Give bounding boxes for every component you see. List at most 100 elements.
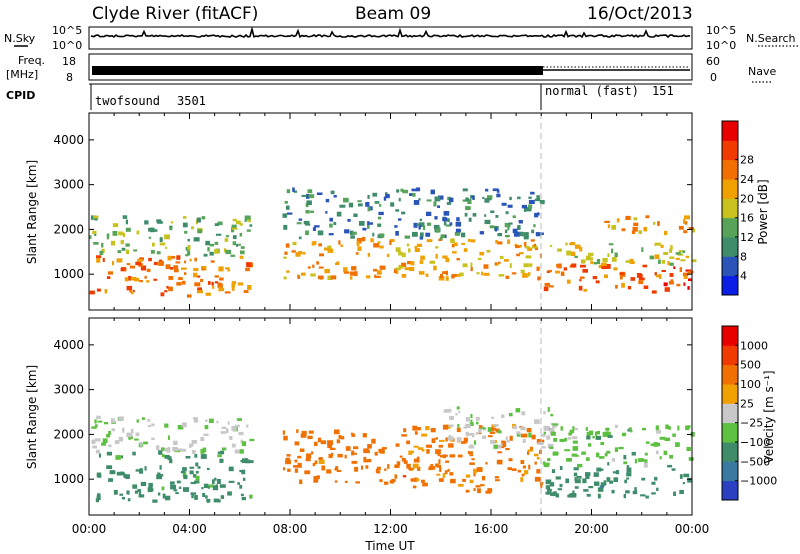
power-cell: [347, 219, 351, 222]
velocity-cell: [125, 474, 130, 479]
velocity-cell: [612, 471, 618, 474]
velocity-cell: [439, 467, 442, 472]
power-cell: [433, 224, 440, 230]
power-cell: [408, 248, 411, 253]
velocity-cell: [106, 465, 113, 469]
velocity-cell: [130, 435, 133, 439]
velocity-cell: [641, 427, 646, 431]
power-cell: [324, 268, 330, 274]
power-cell: [456, 217, 460, 222]
power-cell: [365, 202, 370, 207]
velocity-cell: [387, 464, 390, 469]
power-cell: [305, 203, 309, 208]
velocity-cell: [686, 446, 691, 451]
velocity-cell: [597, 493, 601, 499]
velocity-cell: [438, 444, 443, 448]
velocity-cell: [219, 484, 226, 488]
velocity-cell: [205, 419, 208, 422]
power-cell: [182, 216, 187, 219]
power-cell: [513, 231, 520, 237]
velocity-cell: [195, 470, 199, 474]
velocity-cell: [559, 438, 565, 442]
velocity-cell: [593, 472, 599, 477]
power-cell: [604, 220, 610, 223]
velocity-cell: [528, 464, 531, 470]
power-cell: [295, 252, 301, 257]
velocity-cell: [435, 449, 441, 455]
velocity-cell: [611, 458, 616, 462]
velocity-cell: [106, 434, 111, 438]
velocity-cell: [527, 449, 534, 452]
cpid-segment-1-id: 3501: [177, 94, 206, 108]
power-cell: [232, 218, 237, 222]
velocity-cell: [517, 469, 522, 473]
power-cell: [126, 285, 133, 291]
power-cell: [292, 241, 297, 246]
cpid-segment-1-name: twofsound: [95, 94, 160, 108]
power-cell: [527, 272, 531, 276]
velocity-cell: [108, 478, 113, 482]
power-cell: [444, 234, 447, 238]
power-cell: [406, 243, 410, 247]
power-cell: [422, 225, 426, 230]
power-cell: [282, 213, 288, 218]
power-colorbar-swatch: [722, 256, 738, 277]
velocity-cell: [471, 458, 475, 461]
velocity-cell: [435, 463, 439, 467]
power-cell: [685, 255, 689, 259]
power-cell: [374, 201, 380, 204]
velocity-cell: [501, 440, 505, 446]
power-cell: [367, 252, 371, 257]
power-cell: [379, 245, 384, 249]
power-cell: [372, 232, 375, 237]
power-cell: [411, 188, 418, 192]
power-cell: [548, 269, 552, 273]
power-cell: [536, 195, 540, 200]
velocity-cell: [541, 439, 545, 443]
velocity-cell: [411, 450, 414, 454]
power-cell: [394, 225, 398, 228]
velocity-cell: [634, 458, 638, 464]
power-cell: [193, 272, 198, 278]
power-cell: [414, 246, 418, 249]
velocity-cell: [651, 481, 656, 485]
power-cell: [112, 261, 114, 266]
power-cell: [632, 226, 638, 232]
velocity-cell: [320, 440, 327, 445]
power-cell: [454, 231, 461, 236]
velocity-cell: [553, 438, 558, 442]
velocity-cell: [173, 489, 178, 492]
power-cell: [395, 209, 400, 212]
velocity-cell: [214, 477, 217, 481]
velocity-cell: [495, 479, 500, 482]
cpid-segment-2-name: normal (fast): [545, 84, 639, 98]
power-cell: [605, 264, 611, 269]
velocity-cell: [445, 424, 451, 429]
power-cell: [504, 229, 508, 234]
velocity-cell: [327, 444, 333, 449]
power-cell: [343, 267, 348, 272]
velocity-cell: [625, 490, 630, 494]
power-cell: [401, 211, 406, 215]
power-cell: [497, 261, 501, 264]
velocity-cell: [455, 413, 458, 416]
power-cell: [130, 276, 137, 281]
velocity-cell: [169, 459, 173, 464]
power-cell: [159, 242, 166, 246]
power-colorbar-swatch: [722, 275, 738, 296]
power-cell: [354, 271, 358, 277]
power-cell: [107, 271, 113, 275]
power-cell: [511, 272, 517, 275]
power-colorbar-frame: [721, 120, 739, 296]
power-cell: [156, 251, 161, 255]
power-cell: [237, 282, 244, 286]
velocity-cell: [480, 484, 485, 487]
velocity-cell: [426, 449, 430, 454]
velocity-cell: [249, 494, 253, 499]
power-cell: [316, 261, 320, 265]
power-cell: [350, 235, 355, 239]
velocity-cell: [626, 467, 632, 473]
velocity-cell: [512, 425, 518, 430]
power-cell: [566, 279, 571, 284]
power-cell: [232, 227, 238, 230]
